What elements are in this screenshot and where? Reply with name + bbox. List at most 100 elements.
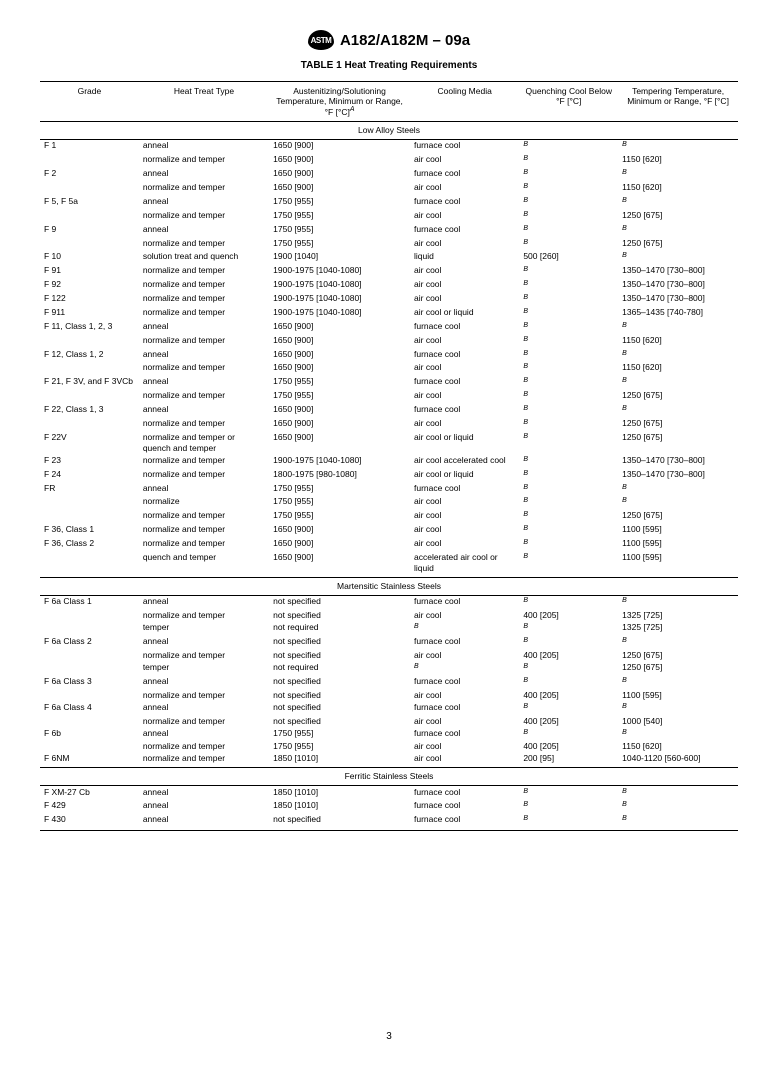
table-cell: anneal [139,376,269,390]
table-row: F 36, Class 2normalize and temper1650 [9… [40,538,738,552]
footnote-b: B [523,350,528,357]
table-cell: B [618,727,738,741]
table-cell: normalize and temper [139,390,269,404]
table-row: F XM-27 Cbanneal1850 [1010]furnace coolB… [40,786,738,800]
footnote-b: B [622,225,627,232]
table-cell: B [519,454,618,468]
table-cell: B [519,510,618,524]
table-cell [40,689,139,701]
table-cell: B [618,800,738,814]
footnote-b: B [523,405,528,412]
col-grade: Grade [40,82,139,122]
footnote-b: B [523,553,528,560]
table-cell: B [519,320,618,334]
table-cell: normalize and temper [139,649,269,661]
table-cell: 1900 [1040] [269,251,410,265]
table-row: normalize and temper1650 [900]air coolB1… [40,334,738,348]
table-row: F 6a Class 2annealnot specifiedfurnace c… [40,635,738,649]
table-cell: B [519,496,618,510]
col-quenching: Quenching Cool Below °F [°C] [519,82,618,122]
col-cooling-media: Cooling Media [410,82,519,122]
section-header: Ferritic Stainless Steels [40,768,738,786]
table-cell: B [519,209,618,223]
table-cell: B [519,265,618,279]
table-cell: 400 [205] [519,649,618,661]
table-cell: 400 [205] [519,689,618,701]
table-cell: not required [269,661,410,675]
table-cell: air cool [410,362,519,376]
table-cell: air cool [410,237,519,251]
table-cell: normalize and temper [139,362,269,376]
table-cell: B [519,306,618,320]
footnote-b: B [622,350,627,357]
table-cell: 1325 [725] [618,609,738,621]
table-cell: F 11, Class 1, 2, 3 [40,320,139,334]
table-cell: anneal [139,168,269,182]
footnote-b: B [523,155,528,162]
table-cell: quench and temper [139,551,269,574]
footnote-b: B [523,511,528,518]
footnote-b: B [523,363,528,370]
table-cell: air cool [410,689,519,701]
col-austenitizing: Austenitizing/Solutioning Temperature, M… [269,82,410,122]
table-cell: 1100 [595] [618,538,738,552]
table-row: F 22Vnormalize and temper or quench and … [40,431,738,454]
table-cell: 1750 [955] [269,237,410,251]
table-row: FRanneal1750 [955]furnace coolBB [40,482,738,496]
table-cell: B [519,404,618,418]
logo-title-row: ASTM A182/A182M – 09a [40,30,738,50]
table-row: normalize and tempernot specifiedair coo… [40,609,738,621]
table-cell: air cool or liquid [410,306,519,320]
footnote-b: B [622,703,627,710]
table-cell: B [618,404,738,418]
table-cell: B [618,376,738,390]
table-row: quench and temper1650 [900]accelerated a… [40,551,738,574]
table-cell: 1650 [900] [269,362,410,376]
table-cell: furnace cool [410,320,519,334]
table-row: F 6a Class 1annealnot specifiedfurnace c… [40,595,738,609]
footnote-b: B [523,623,528,630]
table-cell: anneal [139,348,269,362]
table-row: F 6NMnormalize and temper1850 [1010]air … [40,753,738,765]
table-row: F 24normalize and temper1800-1975 [980-1… [40,468,738,482]
footnote-b: B [523,211,528,218]
table-cell: 1150 [620] [618,741,738,753]
section-divider [40,828,738,831]
table-cell: F 12, Class 1, 2 [40,348,139,362]
col-tempering: Tempering Temperature, Minimum or Range,… [618,82,738,122]
table-cell: F 429 [40,800,139,814]
table-cell: anneal [139,595,269,609]
table-cell: 1900-1975 [1040-1080] [269,454,410,468]
table-cell: 1850 [1010] [269,800,410,814]
table-cell: F 6a Class 4 [40,701,139,715]
table-cell: normalize and temper [139,468,269,482]
footnote-b: B [414,663,419,670]
table-cell: B [519,182,618,196]
table-cell: normalize and temper [139,753,269,765]
footnote-b: B [523,377,528,384]
table-cell: anneal [139,195,269,209]
footnote-b: B [523,197,528,204]
footnote-b: B [523,637,528,644]
footnote-b: B [523,788,528,795]
table-cell: anneal [139,635,269,649]
table-row: F 2anneal1650 [900]furnace coolBB [40,168,738,182]
table-cell: furnace cool [410,701,519,715]
table-row: normalize and temper1650 [900]air coolB1… [40,362,738,376]
table-cell: 1650 [900] [269,334,410,348]
table-cell: 1650 [900] [269,431,410,454]
footnote-b: B [622,729,627,736]
table-cell: F 10 [40,251,139,265]
col-austenitizing-sup: A [350,106,355,113]
table-cell: air cool [410,182,519,196]
table-cell: B [519,538,618,552]
footnote-b: B [523,470,528,477]
table-title: TABLE 1 Heat Treating Requirements [40,60,738,71]
table-cell: normalize and temper [139,306,269,320]
table-cell: air cool [410,715,519,727]
table-cell: normalize and temper [139,265,269,279]
table-cell: 1750 [955] [269,741,410,753]
table-row: normalize and temper1750 [955]air coolB1… [40,510,738,524]
table-cell: F 6NM [40,753,139,765]
table-row: F 429anneal1850 [1010]furnace coolBB [40,800,738,814]
